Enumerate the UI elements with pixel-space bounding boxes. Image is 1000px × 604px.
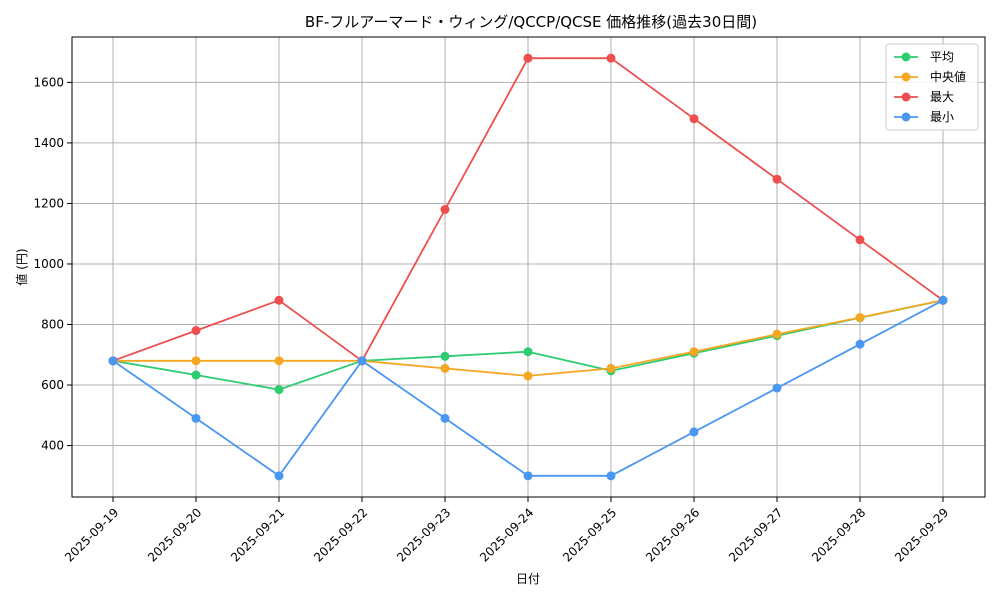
y-tick-label: 600: [41, 378, 64, 392]
data-point: [191, 356, 201, 366]
legend-item: 中央値: [894, 69, 966, 84]
data-point: [191, 326, 201, 336]
data-point: [274, 471, 284, 481]
data-point: [523, 53, 533, 63]
legend-label: 中央値: [930, 69, 966, 84]
legend-marker: [901, 92, 911, 102]
data-point: [191, 370, 201, 380]
legend-item: 最小: [894, 110, 954, 124]
chart-title: BF-フルアーマード・ウィング/QCCP/QCSE 価格推移(過去30日間): [305, 13, 757, 31]
series-4: [108, 295, 948, 481]
data-point: [689, 114, 699, 124]
data-point: [772, 329, 782, 339]
data-point: [689, 427, 699, 437]
x-axis-label: 日付: [516, 572, 540, 586]
data-point: [606, 471, 616, 481]
data-point: [191, 413, 201, 423]
legend-label: 最大: [930, 90, 954, 104]
data-point: [274, 295, 284, 305]
data-point: [440, 351, 450, 361]
legend-marker: [901, 52, 911, 62]
data-point: [772, 174, 782, 184]
data-point: [357, 356, 367, 366]
data-point: [523, 347, 533, 357]
data-point: [523, 471, 533, 481]
data-point: [689, 347, 699, 357]
data-point: [440, 413, 450, 423]
data-point: [772, 383, 782, 393]
y-axis-label: 値 (円): [14, 248, 29, 285]
data-point: [606, 53, 616, 63]
y-tick-label: 800: [41, 318, 64, 332]
data-point: [108, 356, 118, 366]
data-point: [440, 363, 450, 373]
legend-box: [885, 43, 979, 131]
y-tick-label: 1400: [33, 136, 64, 150]
y-tick-label: 1600: [33, 75, 64, 89]
series-layer: [108, 53, 948, 481]
y-tick-label: 1200: [33, 196, 64, 210]
legend-marker: [901, 112, 911, 122]
data-point: [440, 205, 450, 214]
data-point: [855, 339, 865, 349]
legend-label: 平均: [930, 50, 954, 64]
legend-item: 平均: [894, 50, 954, 64]
y-tick-label: 400: [41, 439, 64, 453]
data-point: [274, 356, 284, 366]
data-point: [938, 295, 948, 305]
data-point: [855, 235, 865, 245]
data-point: [606, 363, 616, 373]
data-point: [855, 313, 865, 323]
legend-label: 最小: [930, 110, 954, 124]
data-point: [523, 371, 533, 381]
legend-marker: [901, 72, 911, 82]
y-tick-label: 1000: [33, 257, 64, 271]
legend-item: 最大: [894, 90, 954, 104]
data-point: [274, 385, 284, 395]
